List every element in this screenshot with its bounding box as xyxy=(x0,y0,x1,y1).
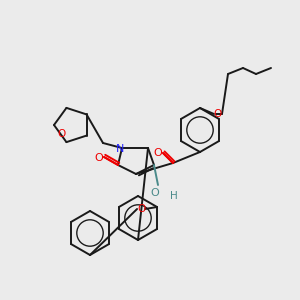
Text: O: O xyxy=(137,204,145,214)
Text: O: O xyxy=(94,153,103,163)
Text: O: O xyxy=(154,148,162,158)
Text: H: H xyxy=(170,191,178,201)
Text: O: O xyxy=(214,109,222,119)
Text: N: N xyxy=(116,144,124,154)
Text: O: O xyxy=(151,188,159,198)
Text: O: O xyxy=(57,129,65,139)
